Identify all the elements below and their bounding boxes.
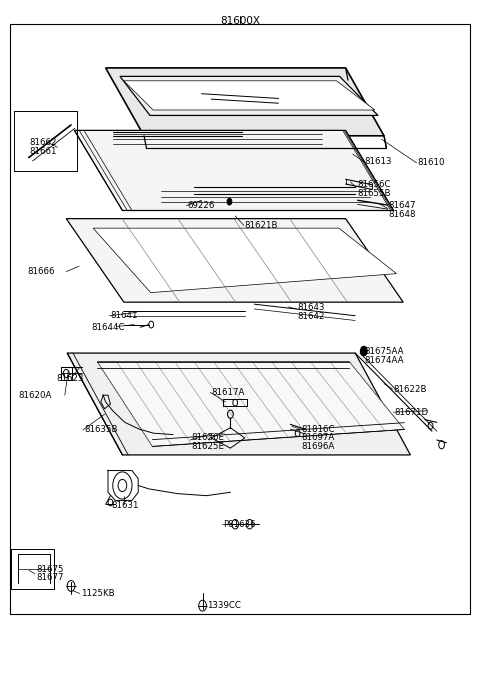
Text: 81631: 81631: [111, 501, 139, 511]
Text: 81647: 81647: [389, 201, 416, 210]
Text: 81655B: 81655B: [358, 189, 391, 198]
Polygon shape: [93, 228, 396, 293]
Text: 81696A: 81696A: [301, 442, 335, 452]
Text: 69226: 69226: [187, 201, 215, 210]
Circle shape: [360, 346, 367, 356]
Polygon shape: [66, 219, 403, 302]
Polygon shape: [106, 68, 384, 136]
Text: 81622B: 81622B: [394, 384, 427, 394]
Text: 81625E: 81625E: [191, 442, 224, 452]
Text: 81642: 81642: [298, 312, 325, 321]
Text: 81661: 81661: [30, 147, 57, 156]
Polygon shape: [97, 361, 404, 447]
Text: 1125KB: 1125KB: [81, 589, 114, 598]
Text: 81648: 81648: [389, 210, 416, 219]
Text: 81610: 81610: [418, 158, 445, 168]
Text: 81626E: 81626E: [191, 433, 224, 443]
Text: 81697A: 81697A: [301, 433, 335, 443]
Text: 81617A: 81617A: [211, 388, 245, 397]
Text: 81675: 81675: [36, 564, 63, 574]
Polygon shape: [124, 81, 375, 110]
Text: 81635B: 81635B: [84, 425, 118, 435]
Text: 81656C: 81656C: [358, 180, 391, 189]
Text: 81677: 81677: [36, 573, 63, 583]
Polygon shape: [120, 76, 378, 115]
Text: 81816C: 81816C: [301, 424, 335, 434]
Text: 81671D: 81671D: [395, 407, 429, 417]
Text: 81623: 81623: [57, 373, 84, 383]
Text: 81674AA: 81674AA: [365, 356, 404, 365]
Text: 81600X: 81600X: [220, 16, 260, 26]
Text: P81636: P81636: [223, 519, 256, 529]
Text: 81613: 81613: [365, 157, 392, 166]
Text: 81666: 81666: [28, 267, 55, 276]
Polygon shape: [67, 353, 410, 455]
Polygon shape: [74, 130, 394, 210]
Text: 81644C: 81644C: [91, 323, 125, 333]
Text: 81643: 81643: [298, 303, 325, 312]
Circle shape: [227, 198, 232, 205]
Text: 81662: 81662: [30, 138, 57, 147]
Text: 81620A: 81620A: [18, 390, 52, 400]
Text: 81641: 81641: [110, 311, 138, 320]
Text: 1339CC: 1339CC: [207, 601, 241, 610]
Text: 81621B: 81621B: [245, 221, 278, 230]
Text: 81675AA: 81675AA: [365, 347, 404, 356]
